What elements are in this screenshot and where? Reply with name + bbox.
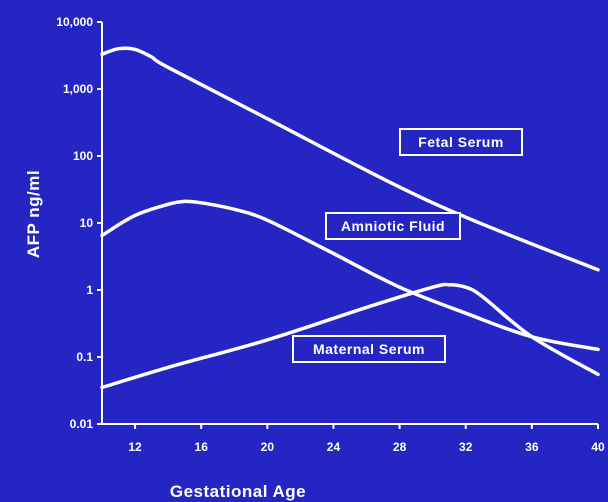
maternal-serum-label: Maternal Serum — [313, 341, 425, 357]
x-tick-label: 16 — [195, 440, 209, 454]
x-tick-label: 12 — [128, 440, 142, 454]
x-tick-label: 36 — [525, 440, 539, 454]
x-tick-label: 40 — [591, 440, 605, 454]
series-labels: Fetal Serum Amniotic Fluid Maternal Serum — [292, 128, 523, 363]
y-tick-label: 1,000 — [63, 82, 93, 96]
x-tick-label: 28 — [393, 440, 407, 454]
y-tick-label: 0.1 — [76, 350, 93, 364]
fetal-serum-label-frame — [399, 128, 523, 156]
y-axis-title: AFP ng/ml — [24, 170, 43, 258]
amniotic-fluid-line — [100, 199, 600, 352]
x-tick-label: 24 — [327, 440, 341, 454]
fetal-serum-label-box: Fetal Serum — [399, 128, 523, 156]
maternal-serum-label-frame — [292, 335, 446, 363]
y-tick-label: 100 — [73, 149, 93, 163]
maternal-serum-label-box: Maternal Serum — [292, 335, 446, 363]
series-lines — [100, 46, 600, 390]
x-axis-title: Gestational Age — [170, 482, 306, 501]
y-tick-label: 1 — [86, 283, 93, 297]
y-tick-label: 0.01 — [70, 417, 94, 431]
y-tick-label: 10 — [80, 216, 94, 230]
axes — [97, 21, 599, 429]
y-tick-label: 10,000 — [56, 15, 93, 29]
tick-labels: 0.01 0.1 1 10 100 1,000 10,000 12 16 20 24 28 32 36 40 — [56, 15, 605, 454]
amniotic-fluid-label: Amniotic Fluid — [341, 218, 445, 234]
maternal-serum-line — [100, 282, 600, 390]
fetal-serum-line — [100, 46, 600, 272]
amniotic-fluid-label-frame — [325, 212, 461, 240]
fetal-serum-label: Fetal Serum — [418, 134, 504, 150]
x-tick-label: 32 — [459, 440, 473, 454]
x-tick-label: 20 — [261, 440, 275, 454]
amniotic-fluid-label-box: Amniotic Fluid — [325, 212, 461, 240]
